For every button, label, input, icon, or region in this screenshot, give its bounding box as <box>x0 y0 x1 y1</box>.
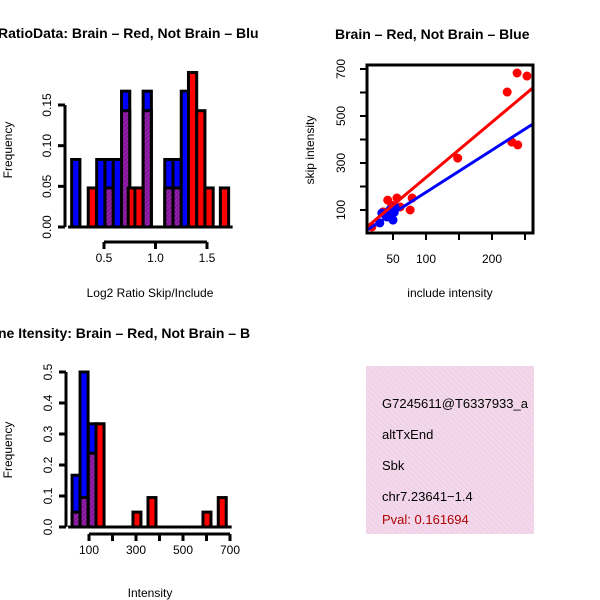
x-axis-label: include intensity <box>407 286 492 300</box>
x-tick-label: 100 <box>79 543 99 557</box>
chart-title: Brain – Red, Not Brain – Blue <box>335 26 530 42</box>
red-point <box>502 87 512 97</box>
y-tick-label: 100 <box>334 200 348 220</box>
y-tick-label: 0.3 <box>41 425 55 442</box>
plot-frame <box>365 63 535 235</box>
histogram-bar <box>94 422 106 529</box>
gene-name: Sbk <box>382 458 405 473</box>
genomic-location: chr7.23641−1.4 <box>382 489 473 504</box>
pval-text: Pval: 0.161694 <box>382 512 469 527</box>
y-axis-label: skip intensity <box>303 116 317 185</box>
y-tick-label: 0.2 <box>41 456 55 473</box>
overlap-bar <box>141 109 153 229</box>
blue-fit-line <box>367 122 533 232</box>
y-tick-label: 300 <box>334 153 348 173</box>
x-tick-label: 200 <box>482 252 502 266</box>
y-tick-label: 0.05 <box>40 174 54 198</box>
x-tick-label: 700 <box>220 543 240 557</box>
histogram-bar <box>131 510 143 529</box>
y-tick-label: 0.5 <box>41 363 55 380</box>
x-axis-label: Intensity <box>128 586 173 600</box>
event-id: G7245611@T6337933_a <box>382 396 528 411</box>
chart-title: ne Itensity: Brain – Red, Not Brain – B <box>0 325 250 341</box>
y-tick-label: 0.10 <box>40 134 54 158</box>
y-axis-label: Frequency <box>1 422 15 479</box>
histogram-bar <box>146 496 158 529</box>
y-axis-label: Frequency <box>1 122 15 179</box>
red-point <box>512 68 522 78</box>
x-tick-label: 500 <box>173 543 193 557</box>
plot-area <box>367 68 533 232</box>
x-tick-label: 1.0 <box>147 251 164 265</box>
histogram-bar <box>218 186 231 229</box>
y-tick-label: 0.4 <box>41 394 55 411</box>
x-tick-label: 300 <box>126 543 146 557</box>
red-point <box>405 205 415 215</box>
y-tick-label: 700 <box>334 59 348 79</box>
x-axis-label: Log2 Ratio Skip/Include <box>87 286 214 300</box>
event-type: altTxEnd <box>382 427 434 442</box>
chart-title: RatioData: Brain – Red, Not Brain – Blu <box>0 25 259 41</box>
y-tick-label: 0.0 <box>41 518 55 535</box>
x-tick-label: 100 <box>416 252 436 266</box>
histogram-bar <box>201 510 213 529</box>
y-tick-label: 0.15 <box>40 93 54 117</box>
y-tick-label: 500 <box>334 106 348 126</box>
histogram-bar <box>203 186 215 229</box>
red-fit-line <box>367 86 533 229</box>
x-tick-label: 0.5 <box>96 251 113 265</box>
x-tick-label: 1.5 <box>199 251 216 265</box>
x-tick-label: 50 <box>386 252 400 266</box>
histogram-bar <box>70 157 82 229</box>
red-point <box>453 153 463 163</box>
red-point <box>513 140 523 150</box>
y-tick-label: 0.1 <box>41 487 55 504</box>
histogram-bar <box>216 496 228 529</box>
red-point <box>522 71 532 81</box>
info-panel: G7245611@T6337933_a altTxEnd Sbk chr7.23… <box>366 366 534 534</box>
y-tick-label: 0.00 <box>40 215 54 239</box>
